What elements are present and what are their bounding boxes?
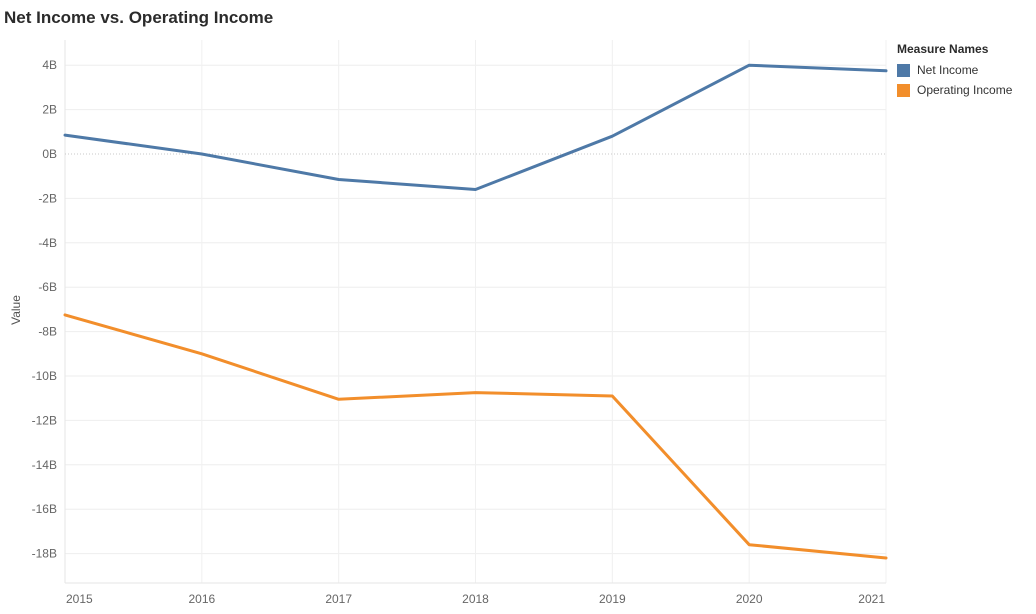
y-tick-label: -8B [38, 325, 57, 339]
data-point-operating-income[interactable] [745, 541, 753, 549]
legend-label-net-income: Net Income [917, 63, 979, 77]
x-tick-label: 2017 [325, 592, 352, 606]
data-point-net-income[interactable] [882, 67, 890, 75]
data-point-net-income[interactable] [198, 150, 206, 158]
y-tick-label: -10B [32, 369, 57, 383]
data-point-operating-income[interactable] [335, 395, 343, 403]
y-tick-label: 2B [42, 103, 57, 117]
y-tick-label: -6B [38, 280, 57, 294]
y-tick-label: -16B [32, 502, 57, 516]
x-axis-ticks: 2015 2016 2017 2018 2019 2020 2021 [66, 592, 885, 606]
y-tick-label: -14B [32, 458, 57, 472]
legend-swatch-operating-income [897, 83, 910, 97]
data-point-net-income[interactable] [335, 176, 343, 184]
legend: Measure Names Net Income Operating Incom… [897, 42, 1031, 100]
series-lines [61, 61, 890, 562]
legend-label-operating-income: Operating Income [917, 83, 1013, 97]
data-point-operating-income[interactable] [608, 392, 616, 400]
y-axis-ticks: 4B 2B 0B -2B -4B -6B -8B -10B -12B -14B -16B -18B [32, 58, 57, 560]
grid-lines [64, 40, 887, 584]
legend-swatch-net-income [897, 63, 910, 77]
y-tick-label: -12B [32, 413, 57, 427]
x-tick-label: 2021 [858, 592, 885, 606]
y-tick-label: 0B [42, 147, 57, 161]
data-point-net-income[interactable] [608, 132, 616, 140]
data-point-operating-income[interactable] [61, 311, 69, 319]
y-tick-label: -2B [38, 191, 57, 205]
x-tick-label: 2019 [599, 592, 626, 606]
chart-title: Net Income vs. Operating Income [4, 8, 274, 27]
x-tick-label: 2020 [736, 592, 763, 606]
x-tick-label: 2015 [66, 592, 93, 606]
x-tick-label: 2016 [188, 592, 215, 606]
legend-title: Measure Names [897, 42, 989, 56]
series-line-net-income[interactable] [63, 63, 888, 191]
series-line-operating-income[interactable] [63, 313, 888, 560]
data-point-net-income[interactable] [472, 186, 480, 194]
y-tick-label: 4B [42, 58, 57, 72]
data-point-operating-income[interactable] [882, 554, 890, 562]
legend-item-net-income[interactable]: Net Income [897, 60, 1031, 80]
data-point-operating-income[interactable] [472, 389, 480, 397]
data-point-operating-income[interactable] [198, 350, 206, 358]
x-tick-label: 2018 [462, 592, 489, 606]
data-point-net-income[interactable] [61, 131, 69, 139]
data-point-net-income[interactable] [745, 61, 753, 69]
y-tick-label: -18B [32, 547, 57, 561]
legend-item-operating-income[interactable]: Operating Income [897, 80, 1031, 100]
y-tick-label: -4B [38, 236, 57, 250]
